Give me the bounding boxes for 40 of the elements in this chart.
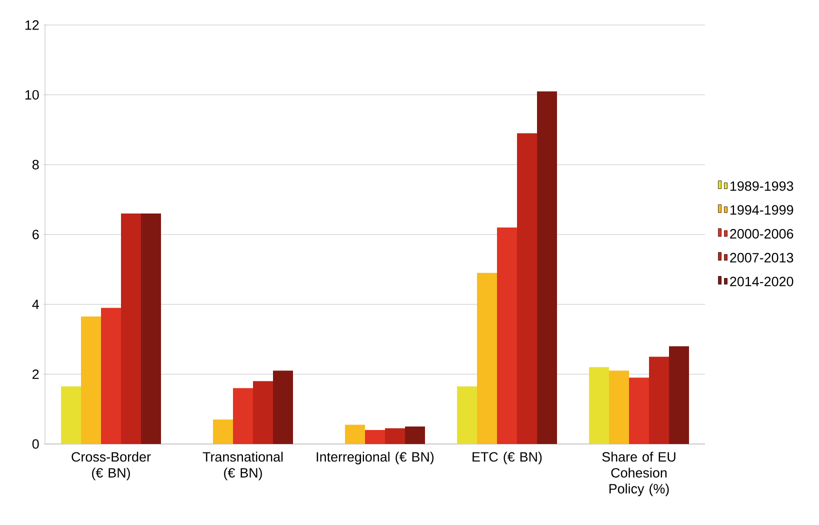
bar [609,370,630,444]
bar [517,133,538,444]
bar [537,91,558,444]
bar [497,228,518,444]
bar [365,430,385,444]
x-tick-label: Interregional (€ BN) [316,452,434,464]
legend-label: 2000-2006 [730,229,794,239]
bar [589,367,609,444]
x-tick-label: ETC (€ BN) [472,452,542,464]
x-tick-label: Share of EU Cohesion Policy (%) [602,452,676,496]
bar [669,346,690,444]
bar [649,356,670,444]
bar [81,316,101,444]
bar [345,424,365,444]
y-tick-label: 2 [32,369,39,379]
y-tick-label: 12 [25,20,39,30]
legend-label: 2014-2020 [730,276,794,286]
bar [629,378,650,444]
bar [141,214,161,444]
y-tick-label: 10 [25,90,39,100]
x-tick-label: Cross-Border (€ BN) [72,452,151,480]
y-tick-label: 8 [32,160,39,170]
bar [101,308,121,444]
bar [477,272,497,444]
bar [405,426,426,444]
bar [121,214,141,444]
bar [61,386,81,444]
y-tick-label: 0 [32,439,39,449]
bar [213,420,233,444]
bar [457,386,477,444]
y-tick-label: 6 [32,230,39,240]
legend-label: 1989-1993 [730,181,794,191]
bar [385,428,406,444]
bar [233,388,253,444]
x-tick-label: Transnational (€ BN) [202,452,283,480]
bar [273,370,294,444]
legend-label: 2007-2013 [730,252,794,262]
legend-label: 1994-1999 [730,205,794,215]
y-tick-label: 4 [32,300,39,309]
bar [253,381,273,444]
